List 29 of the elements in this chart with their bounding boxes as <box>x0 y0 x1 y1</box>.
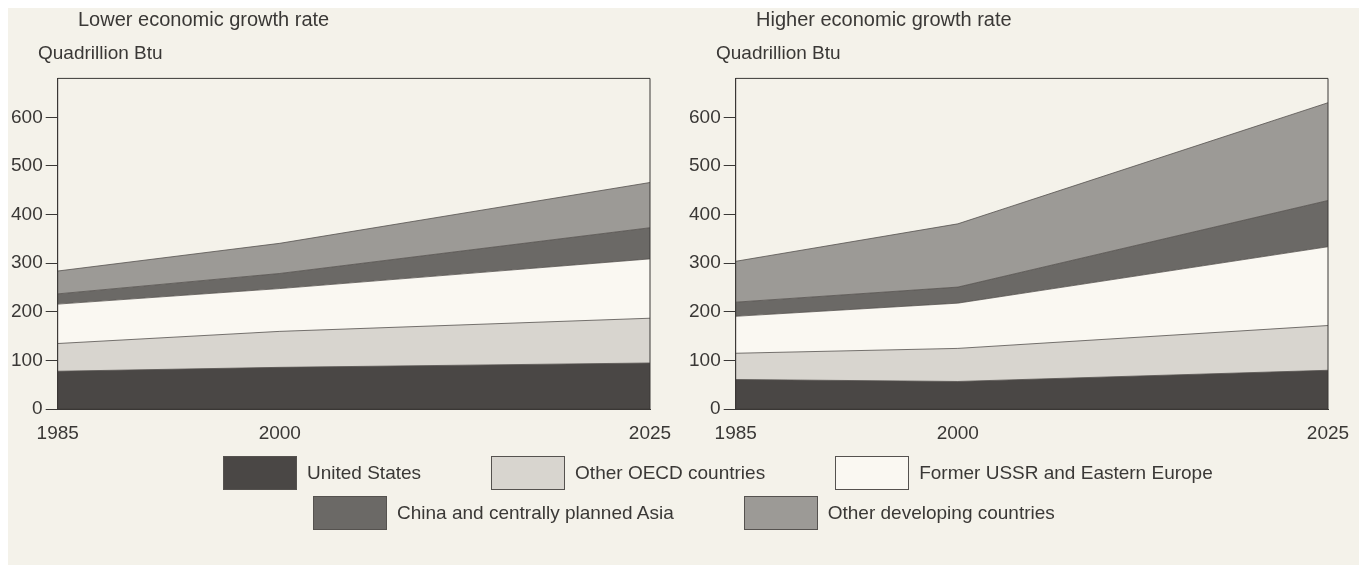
x-tick-label: 2000 <box>936 421 979 443</box>
chart-title: Lower economic growth rate <box>78 8 331 32</box>
y-tick-label: 400 <box>11 202 43 224</box>
y-tick-label: 100 <box>689 348 721 370</box>
y-tick-label: 600 <box>11 105 43 127</box>
legend-label: United States <box>307 462 422 484</box>
y-tick-label: 0 <box>710 397 721 419</box>
chart-title: Higher economic growth rate <box>756 8 1013 32</box>
x-tick-label: 2025 <box>1306 421 1350 443</box>
legend-label: Former USSR and Eastern Europe <box>919 462 1213 484</box>
legend-label: China and centrally planned Asia <box>397 502 674 524</box>
x-tick-label: 1985 <box>36 421 79 443</box>
y-tick-label: 200 <box>689 300 721 322</box>
y-tick-label: 300 <box>11 251 43 273</box>
y-axis-title: Quadrillion Btu <box>716 42 842 64</box>
y-axis-title: Quadrillion Btu <box>38 42 164 64</box>
legend-label: Other developing countries <box>827 502 1055 524</box>
legend-label: Other OECD countries <box>575 462 766 484</box>
y-tick-label: 600 <box>689 105 721 127</box>
y-tick-label: 100 <box>11 348 43 370</box>
y-tick-label: 300 <box>689 251 721 273</box>
y-tick-label: 200 <box>11 300 43 322</box>
x-tick-label: 2025 <box>628 421 672 443</box>
x-tick-label: 1985 <box>714 421 757 443</box>
y-tick-label: 500 <box>11 154 43 176</box>
y-tick-label: 0 <box>32 397 43 419</box>
y-tick-label: 500 <box>689 154 721 176</box>
x-tick-label: 2000 <box>258 421 301 443</box>
y-tick-label: 400 <box>689 202 721 224</box>
